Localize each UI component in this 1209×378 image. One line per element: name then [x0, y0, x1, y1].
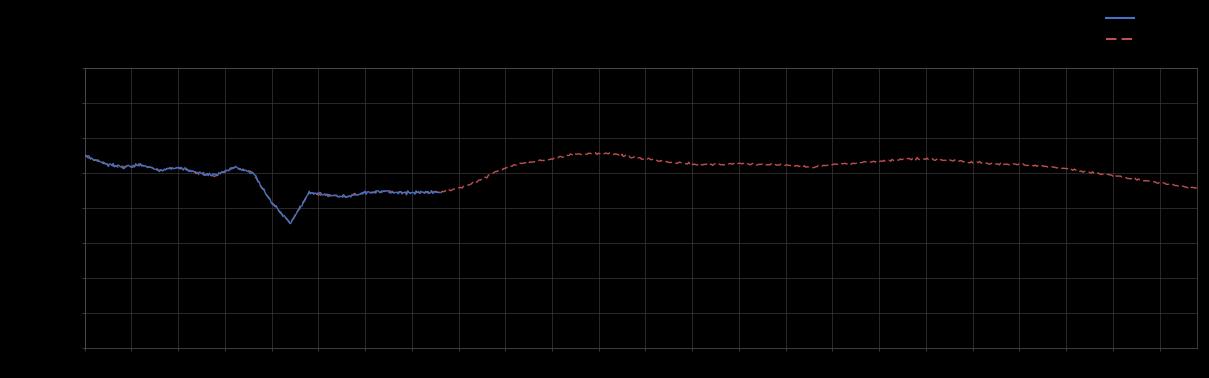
Legend: , : ,	[1106, 13, 1143, 44]
